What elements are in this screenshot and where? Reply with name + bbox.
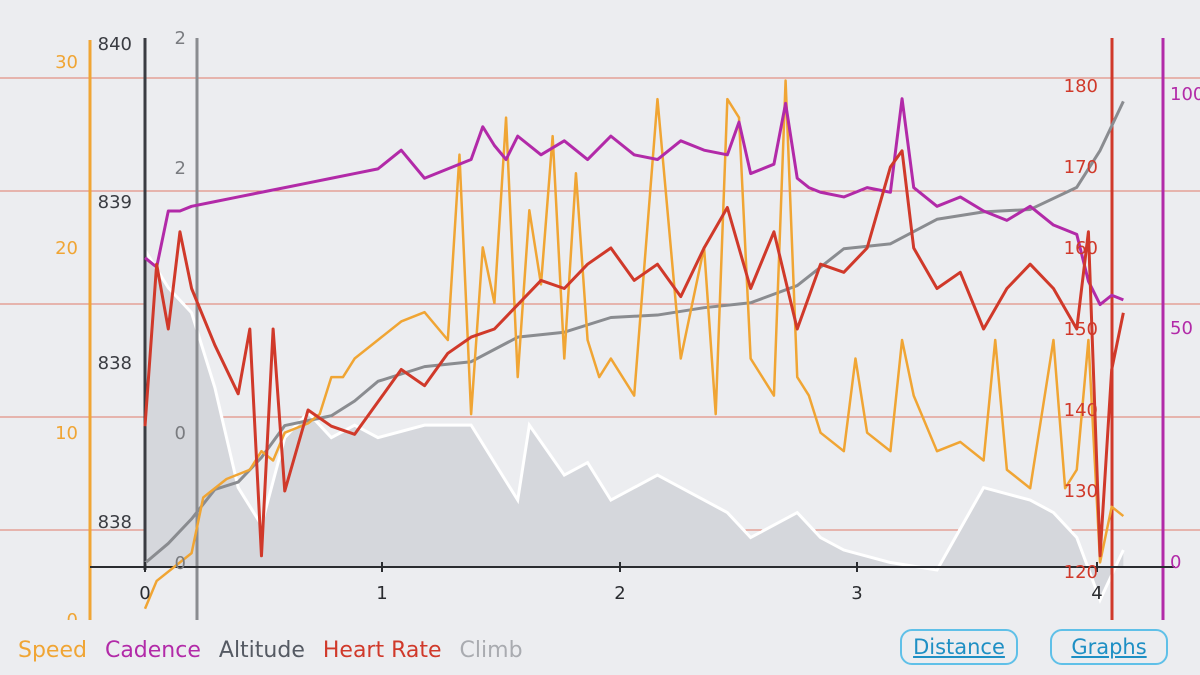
altitude-tick-0: 838 (98, 512, 132, 533)
series-layer (143, 79, 1125, 610)
x-tick-label-3: 3 (851, 583, 862, 604)
heart-rate-tick-5: 170 (1064, 157, 1098, 178)
climb-tick-3: 2 (175, 28, 186, 49)
climb-area-fill (145, 250, 1124, 600)
legend-climb: Climb (459, 638, 523, 663)
tick-labels-layer: 0 1 2 3 4 0 10 20 30 838 838 839 840 0 0 2 2 120 130 140 150… (55, 28, 1200, 620)
climb-tick-0: 0 (175, 553, 186, 574)
x-tick-label-4: 4 (1091, 583, 1102, 604)
cadence-tick-2: 100 (1170, 84, 1200, 105)
speed-tick-0: 0 (67, 610, 78, 620)
distance-button[interactable]: Distance (900, 629, 1018, 665)
legend-cadence: Cadence (104, 638, 201, 663)
climb-area-layer (143, 249, 1125, 604)
speed-tick-3: 30 (55, 52, 78, 73)
climb-line (143, 249, 1125, 604)
climb-tick-1: 0 (175, 423, 186, 444)
axes-layer (88, 38, 1175, 620)
altitude-tick-1: 838 (98, 353, 132, 374)
heart-rate-tick-3: 150 (1064, 319, 1098, 340)
heart-rate-tick-0: 120 (1064, 562, 1098, 583)
altitude-tick-3: 840 (98, 34, 132, 55)
cadence-tick-0: 0 (1170, 552, 1181, 573)
cadence-tick-1: 50 (1170, 318, 1193, 339)
graphs-button[interactable]: Graphs (1050, 629, 1168, 665)
altitude-tick-2: 839 (98, 192, 132, 213)
climb-tick-2: 2 (175, 158, 186, 179)
heart-rate-tick-1: 130 (1064, 481, 1098, 502)
x-tick-label-0: 0 (139, 583, 150, 604)
chart-area: 0 1 2 3 4 0 10 20 30 838 838 839 840 0 0 2 2 120 130 140 150… (0, 28, 1200, 620)
legend: Speed Cadence Altitude Heart Rate Climb (18, 638, 541, 663)
legend-speed: Speed (18, 638, 87, 663)
legend-altitude: Altitude (218, 638, 305, 663)
legend-heart-rate: Heart Rate (322, 638, 442, 663)
x-tick-label-1: 1 (376, 583, 387, 604)
speed-tick-1: 10 (55, 423, 78, 444)
heart-rate-tick-4: 160 (1064, 238, 1098, 259)
series-cadence (144, 97, 1124, 307)
heart-rate-tick-2: 140 (1064, 400, 1098, 421)
speed-tick-2: 20 (55, 238, 78, 259)
series-heart-rate (143, 149, 1125, 558)
heart-rate-tick-6: 180 (1064, 76, 1098, 97)
x-tick-label-2: 2 (614, 583, 625, 604)
